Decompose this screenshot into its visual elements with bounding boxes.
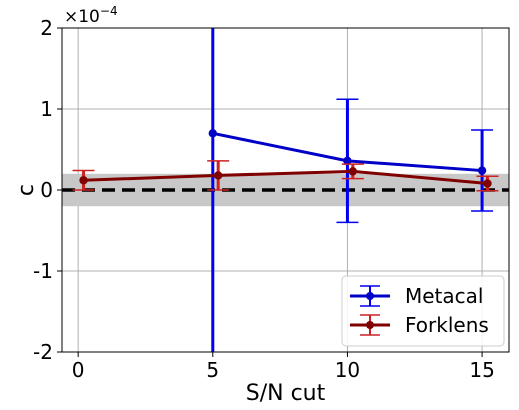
x-tick-label: 15 (469, 358, 494, 382)
legend-label: Forklens (405, 313, 489, 337)
series-layer (72, 28, 499, 352)
data-point (483, 179, 492, 188)
data-point (343, 156, 352, 166)
legend-item-forklens: Forklens (350, 313, 489, 337)
y-tick-label: -2 (33, 340, 53, 364)
y-tick-label: 0 (40, 178, 53, 202)
data-point (477, 166, 487, 175)
x-tick-label: 0 (72, 358, 85, 382)
x-tick-label: 10 (335, 358, 360, 382)
series-line (83, 169, 488, 186)
legend-item-metacal: Metacal (350, 284, 483, 308)
data-point (348, 167, 358, 176)
x-tick-label: 5 (206, 358, 219, 382)
legend-label: Metacal (405, 284, 483, 308)
x-axis-label: S/N cut (246, 381, 326, 406)
data-point (213, 171, 223, 180)
y-tick-label: -1 (33, 259, 53, 283)
legend-box (341, 275, 505, 347)
series-forklens (72, 160, 499, 192)
y-tick-label: 1 (40, 97, 53, 121)
data-point (208, 129, 217, 138)
y-offset-label: ×10−4 (64, 4, 118, 27)
axis-ticks: 0 5 10 15 -2 -1 0 1 2 (33, 16, 495, 382)
legend: Metacal Forklens (341, 275, 505, 347)
y-axis-label: c (14, 184, 39, 196)
legend-marker (366, 321, 374, 329)
data-point (79, 176, 88, 185)
legend-marker (366, 292, 374, 300)
y-tick-label: 2 (40, 16, 53, 40)
